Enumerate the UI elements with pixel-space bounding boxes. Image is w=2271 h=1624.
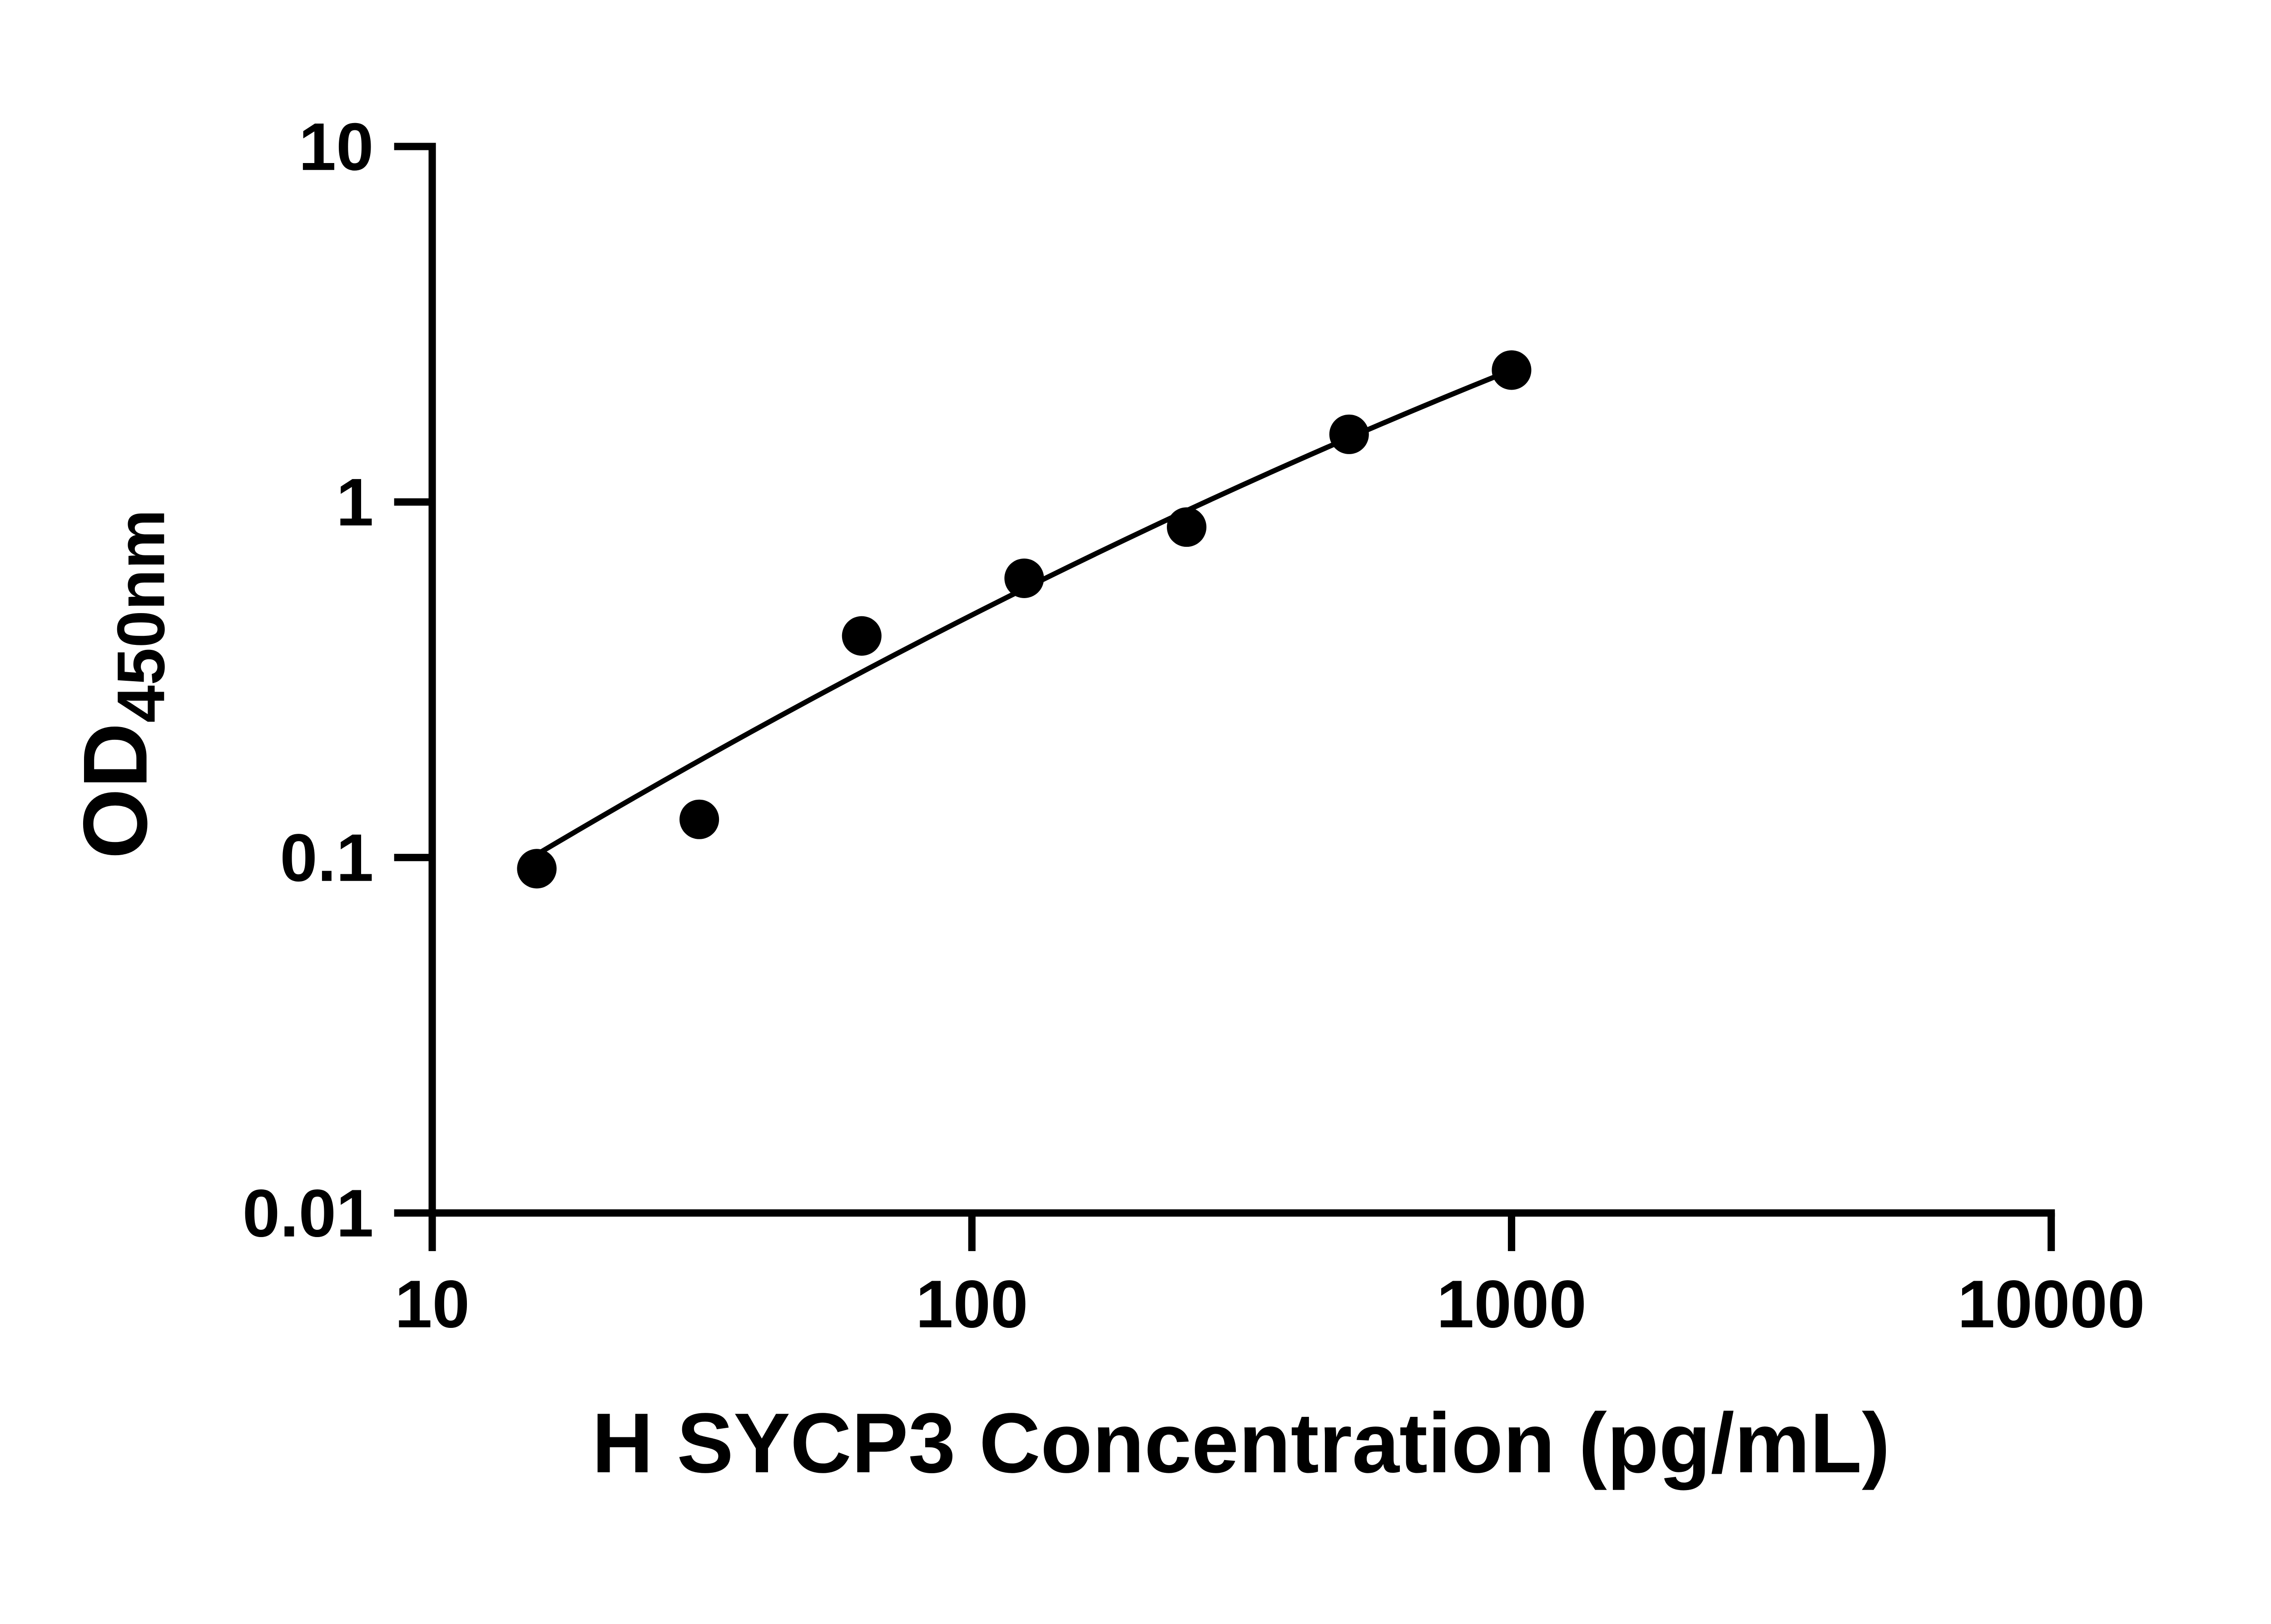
x-axis-tick-label: 10000 (1958, 1267, 2145, 1342)
data-point (1329, 414, 1369, 454)
data-point (1167, 507, 1207, 547)
axis-lines (428, 143, 2055, 1217)
data-point (679, 799, 719, 839)
data-point (517, 849, 557, 889)
y-axis-tick-label: 0.01 (243, 1176, 374, 1251)
y-axis-tick-label: 0.1 (280, 821, 373, 896)
y-axis-title: OD450nm (65, 509, 179, 859)
y-axis-title-subscript: 450nm (104, 509, 179, 723)
y-axis-tick-label: 10 (299, 109, 374, 184)
x-axis-tick-label: 100 (916, 1267, 1028, 1342)
elisa-standard-curve-figure: 0.01 0.1 1 10 10 100 1000 10000 H SYCP3 Concent… (64, 109, 2145, 1490)
y-axis-title-main: OD (65, 723, 166, 859)
x-axis-title: H SYCP3 Concentration (pg/mL) (592, 1396, 1890, 1490)
y-axis-tick-label: 1 (336, 465, 374, 540)
x-axis-tick-label: 10 (395, 1267, 470, 1342)
data-point (1492, 350, 1532, 390)
data-point (842, 616, 882, 656)
x-axis-tick-label: 1000 (1437, 1267, 1587, 1342)
data-point (1004, 558, 1044, 598)
plot-area: 0.01 0.1 1 10 10 100 1000 10000 (243, 109, 2145, 1342)
standard-curve-svg: 0.01 0.1 1 10 10 100 1000 10000 H SYCP3 Concent… (64, 109, 2145, 1490)
